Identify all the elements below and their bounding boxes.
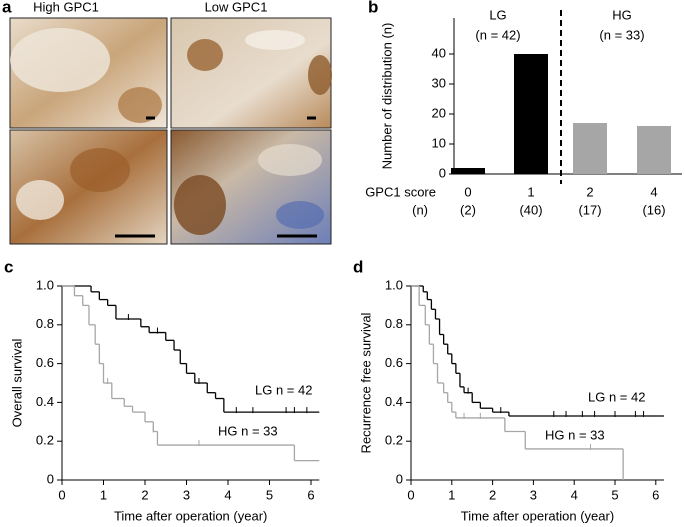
x-tick-label: 1	[100, 487, 107, 502]
y-tick-label: 0.8	[36, 316, 54, 331]
x-axis-label: Time after operation (year)	[114, 508, 267, 523]
y-axis-label: Recurrence free survival	[358, 312, 373, 453]
texture	[276, 201, 324, 229]
count-label: (2)	[460, 202, 476, 217]
x-tick-label: 4	[224, 487, 231, 502]
y-tick-label: 0.6	[385, 355, 403, 370]
texture	[10, 28, 110, 92]
y-tick-label: 0	[439, 165, 446, 180]
x-tick-label: 4	[571, 487, 578, 502]
y-axis-label: Overall survival	[9, 338, 24, 427]
x-tick-label: 1	[527, 184, 534, 199]
group-count: (n = 33)	[599, 27, 644, 42]
x-tick-label: 2	[141, 487, 148, 502]
x-tick-label: 5	[266, 487, 273, 502]
panel-label: b	[368, 0, 378, 16]
y-tick-label: 40	[432, 45, 446, 60]
y-tick-label: 0	[396, 471, 403, 486]
bar	[637, 126, 671, 174]
texture	[70, 148, 130, 192]
series-label: LG n = 42	[255, 382, 312, 397]
group-name: LG	[489, 7, 506, 22]
x-tick-label: 1	[448, 487, 455, 502]
y-tick-label: 0.6	[36, 355, 54, 370]
y-tick-label: 0.2	[385, 433, 403, 448]
x-tick-label: 6	[652, 487, 659, 502]
series-label: HG n = 33	[218, 423, 278, 438]
x-tick-label: 4	[650, 184, 657, 199]
group-name: HG	[612, 7, 632, 22]
y-axis-label: Number of distribution (n)	[379, 23, 394, 170]
x-tick-label: 0	[407, 487, 414, 502]
x-axis-label: Time after operation (year)	[461, 508, 614, 523]
y-tick-label: 30	[432, 75, 446, 90]
texture	[187, 39, 223, 71]
panel-label: c	[4, 257, 13, 276]
x-tick-label: 2	[489, 487, 496, 502]
y-tick-label: 0.4	[385, 394, 403, 409]
count-label: (16)	[642, 202, 665, 217]
count-label: (17)	[578, 202, 601, 217]
y-tick-label: 1.0	[36, 277, 54, 292]
bar	[573, 123, 607, 174]
y-tick-label: 20	[432, 105, 446, 120]
y-tick-label: 0.2	[36, 433, 54, 448]
texture	[118, 87, 162, 123]
x-tick-label: 0	[58, 487, 65, 502]
texture	[258, 144, 322, 176]
y-tick-label: 0	[47, 471, 54, 486]
y-tick-label: 1.0	[385, 277, 403, 292]
bar	[514, 54, 548, 174]
x-tick-label: 0	[464, 184, 471, 199]
column-title: High GPC1	[33, 0, 99, 14]
panel-label: a	[2, 0, 12, 16]
column-title: Low GPC1	[205, 0, 268, 14]
texture	[308, 55, 332, 95]
texture	[16, 180, 64, 220]
bar	[451, 168, 485, 174]
count-label: (40)	[519, 202, 542, 217]
panel-label: d	[353, 257, 363, 276]
x-tick-label: 6	[307, 487, 314, 502]
group-count: (n = 42)	[475, 27, 520, 42]
row-label: GPC1 score	[365, 184, 436, 199]
y-tick-label: 10	[432, 135, 446, 150]
series-label: LG n = 42	[588, 389, 645, 404]
row-label: (n)	[412, 202, 428, 217]
x-tick-label: 3	[530, 487, 537, 502]
micrographs	[9, 17, 332, 245]
x-tick-label: 2	[586, 184, 593, 199]
x-tick-label: 3	[183, 487, 190, 502]
y-tick-label: 0.4	[36, 394, 54, 409]
x-tick-label: 5	[611, 487, 618, 502]
series-label: HG n = 33	[545, 427, 605, 442]
texture	[174, 175, 226, 235]
y-tick-label: 0.8	[385, 316, 403, 331]
texture	[245, 30, 305, 50]
